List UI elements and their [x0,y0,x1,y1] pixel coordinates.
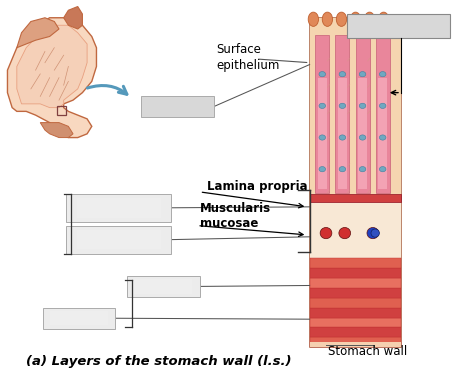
Bar [358,78,367,189]
Bar [315,35,329,193]
Bar [66,226,172,254]
Bar [310,328,401,337]
Ellipse shape [350,12,361,26]
Bar [77,230,161,249]
Circle shape [359,166,366,172]
Bar [310,268,401,278]
Circle shape [379,166,386,172]
Bar [337,78,347,189]
Circle shape [359,103,366,108]
Circle shape [379,71,386,77]
Bar [310,194,401,202]
Bar [77,198,161,218]
Circle shape [339,166,346,172]
Bar [57,106,66,115]
Bar [50,311,108,325]
Text: (a) Layers of the stomach wall (l.s.): (a) Layers of the stomach wall (l.s.) [26,355,292,368]
Circle shape [339,103,346,108]
Bar [310,258,401,268]
Polygon shape [40,123,73,138]
Bar [127,276,200,297]
Polygon shape [64,6,82,29]
Circle shape [359,135,366,140]
Text: Stomach wall: Stomach wall [328,345,408,358]
Bar [318,78,327,189]
Bar [310,308,401,318]
Bar [310,288,401,298]
Bar [43,308,115,329]
Ellipse shape [339,228,351,239]
Bar [66,194,172,222]
Bar [378,78,387,189]
Ellipse shape [308,12,319,26]
Text: Surface
epithelium: Surface epithelium [216,43,279,71]
Ellipse shape [365,12,375,26]
Circle shape [379,135,386,140]
Circle shape [319,135,326,140]
Bar [310,298,401,308]
Circle shape [319,166,326,172]
Bar [310,278,401,288]
Circle shape [319,71,326,77]
Circle shape [359,71,366,77]
Bar [310,18,401,347]
Text: Muscularis
mucosae: Muscularis mucosae [200,202,271,230]
Ellipse shape [322,12,333,26]
Bar [356,35,370,193]
Circle shape [339,135,346,140]
Text: Lamina propria: Lamina propria [207,180,307,193]
Bar [336,35,349,193]
Ellipse shape [337,12,346,26]
Circle shape [339,71,346,77]
Bar [310,342,401,347]
Bar [310,202,401,258]
Polygon shape [17,18,59,48]
Bar [141,97,214,117]
Circle shape [379,103,386,108]
Ellipse shape [378,12,389,26]
Polygon shape [17,25,87,108]
Bar [347,14,450,38]
Circle shape [319,103,326,108]
Bar [376,35,390,193]
Bar [310,337,401,347]
Bar [310,18,401,202]
Ellipse shape [320,228,332,239]
Bar [310,318,401,328]
Polygon shape [8,18,97,138]
Bar [134,279,192,294]
Ellipse shape [367,228,379,239]
Ellipse shape [371,229,379,237]
